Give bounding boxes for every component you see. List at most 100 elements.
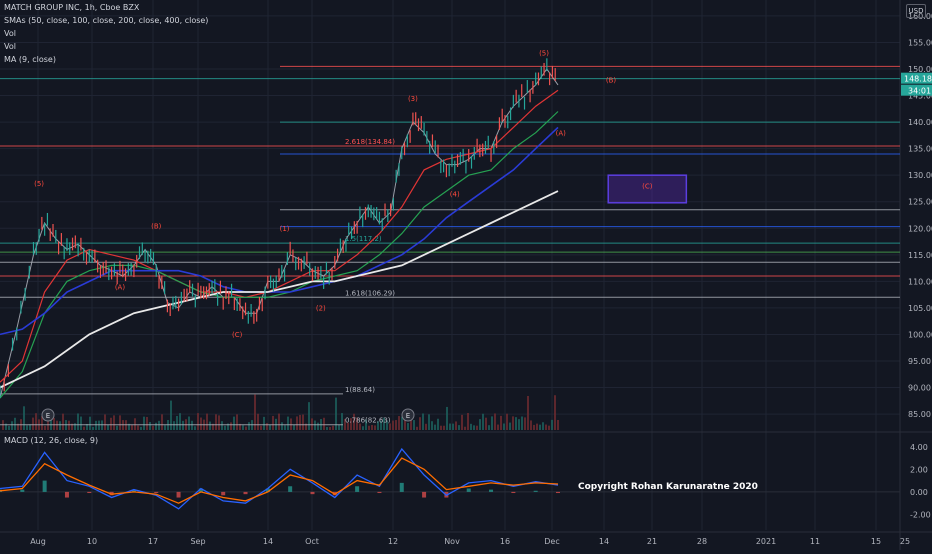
macd-histogram-bar <box>221 491 226 496</box>
macd-tick-label: -2.00 <box>910 510 931 519</box>
volume-bar <box>419 417 421 430</box>
volume-bar <box>323 417 325 430</box>
volume-bar <box>413 420 415 430</box>
volume-bar <box>98 420 100 430</box>
volume-bar <box>23 406 25 430</box>
price-tick-label: 85.00 <box>908 410 931 419</box>
price-tick-label: 100.00 <box>908 330 932 339</box>
volume-bar <box>257 413 259 430</box>
volume-bar <box>215 414 217 430</box>
time-tick-label: Nov <box>444 537 460 546</box>
legend-vol-1[interactable]: Vol <box>4 29 16 38</box>
legend-vol-2[interactable]: Vol <box>4 42 16 51</box>
volume-bar <box>329 426 331 430</box>
macd-histogram-bar <box>355 486 360 492</box>
volume-bar <box>17 423 19 430</box>
volume-bar <box>227 423 229 430</box>
time-axis[interactable]: Aug 10 17 Sep 14 Oct 12 Nov 16 Dec 14 21 28 2021 11 15 2… <box>0 531 932 546</box>
volume-bar <box>233 416 235 430</box>
macd-histogram-bar <box>377 491 382 494</box>
macd-histogram-bar <box>399 482 404 492</box>
volume-bar <box>161 414 163 430</box>
volume-bar <box>467 413 469 430</box>
macd-tick-label: 0.00 <box>910 488 928 497</box>
volume-bar <box>512 416 514 430</box>
volume-bar <box>554 395 556 430</box>
volume-bar <box>497 424 499 430</box>
macd-tick-label: 2.00 <box>910 465 928 474</box>
volume-bar <box>206 413 208 430</box>
sma200-line <box>0 126 559 336</box>
volume-bar <box>131 425 133 430</box>
volume-bar <box>47 414 49 430</box>
price-tick-label: 125.00 <box>908 198 932 207</box>
volume-bar <box>293 425 295 430</box>
macd-histogram-bar <box>288 486 293 492</box>
volume-bar <box>353 413 355 430</box>
macd-histogram-bar <box>42 480 47 492</box>
volume-bar <box>449 423 451 430</box>
price-tick-label: 110.00 <box>908 277 932 286</box>
volume-bar <box>299 414 301 430</box>
volume-bar <box>107 424 109 430</box>
volume-bar <box>548 425 550 430</box>
copyright-text: Copyright Rohan Karunaratne 2020 <box>578 482 758 492</box>
volume-bar <box>179 413 181 430</box>
volume-bar <box>470 423 472 430</box>
price-tick-label: 150.00 <box>908 65 932 74</box>
volume-bar <box>272 415 274 430</box>
volume-bar <box>479 419 481 430</box>
macd-tick-label: 4.00 <box>910 443 928 452</box>
macd-histogram-bar <box>243 491 248 495</box>
volume-bar <box>476 425 478 430</box>
volume-bar <box>95 420 97 430</box>
macd-histogram-bar <box>489 489 494 492</box>
volume-bar <box>68 420 70 430</box>
price-tick-label: 160.00 <box>908 12 932 21</box>
volume-bar <box>422 413 424 430</box>
volume-bar <box>488 425 490 430</box>
volume-bar <box>386 420 388 430</box>
countdown-box <box>901 84 932 96</box>
price-axis[interactable]: 85.00 90.00 95.00 100.00 105.00 110.00 115.00 1… <box>901 12 932 520</box>
volume-bar <box>59 421 61 430</box>
volume-bar <box>440 425 442 430</box>
time-tick-label: 17 <box>148 537 158 546</box>
legend-ma[interactable]: MA (9, close) <box>4 55 56 64</box>
volume-bar <box>209 421 211 430</box>
volume-bar <box>518 419 520 430</box>
volume-bar <box>248 422 250 430</box>
volume-bar <box>119 415 121 430</box>
legend-smas[interactable]: SMAs (50, close, 100, close, 200, close,… <box>4 16 209 25</box>
volume-bar <box>410 416 412 430</box>
time-tick-label: Sep <box>190 537 205 546</box>
price-tick-label: 135.00 <box>908 145 932 154</box>
volume-bar <box>416 426 418 430</box>
volume-bar <box>269 424 271 430</box>
volume-bar <box>452 423 454 430</box>
legend-macd[interactable]: MACD (12, 26, close, 9) <box>4 436 99 445</box>
price-tick-label: 130.00 <box>908 171 932 180</box>
volume-bar <box>536 423 538 430</box>
macd-histogram-bar <box>198 488 203 492</box>
time-tick-label: 15 <box>871 537 881 546</box>
volume-bar <box>104 414 106 430</box>
legend-title[interactable]: MATCH GROUP INC, 1h, Cboe BZX <box>4 3 140 12</box>
macd-histogram-bar <box>265 488 270 492</box>
currency-button[interactable]: USD <box>906 4 926 18</box>
target-box <box>607 174 688 204</box>
volume-bar <box>74 423 76 430</box>
time-tick-label: 14 <box>263 537 273 546</box>
volume-bar <box>524 417 526 430</box>
volume-bar <box>296 416 298 430</box>
volume-bar <box>398 416 400 430</box>
volume-bar <box>173 421 175 430</box>
volume-bar <box>89 416 91 430</box>
volume-bar <box>428 414 430 430</box>
wave-label: (4) <box>450 190 460 198</box>
volume-bar <box>80 416 82 430</box>
